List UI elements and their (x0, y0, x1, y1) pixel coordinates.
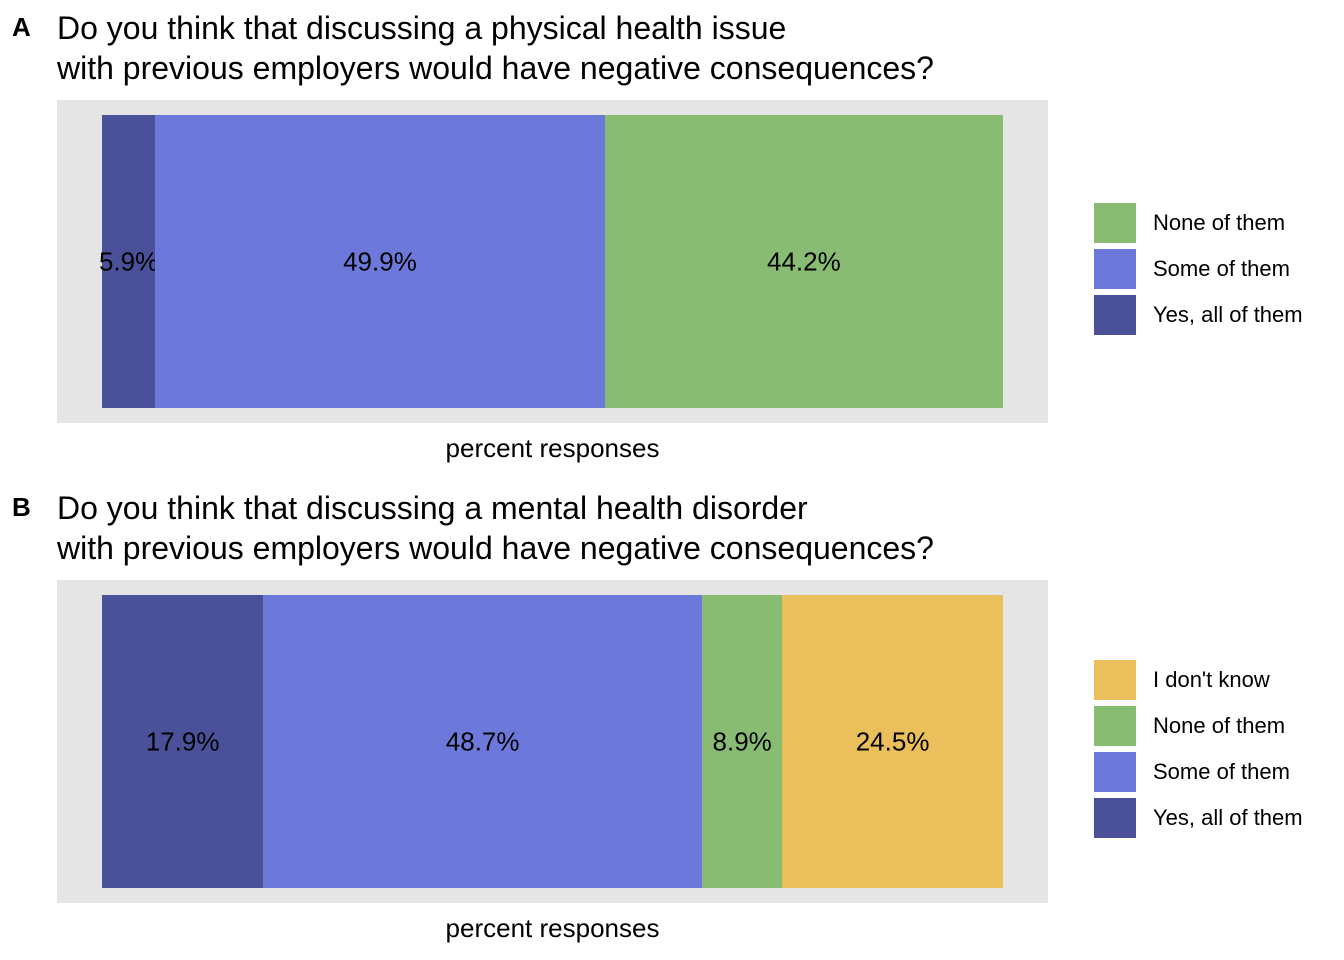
bar-segment-yes-all-of-them: 17.9% (102, 595, 264, 888)
legend-label: I don't know (1153, 667, 1270, 692)
legend-item: I don't know (1093, 657, 1303, 703)
legend-label: Some of them (1153, 759, 1290, 784)
data-label: 44.2% (766, 246, 841, 276)
panel-tag: B (12, 492, 31, 522)
plot-area: 17.9% 48.7% 8.9% 24.5% (57, 580, 1048, 903)
chart-title: Do you think that discussing a mental he… (57, 488, 934, 568)
legend-swatch (1093, 202, 1137, 244)
x-axis-label: percent responses (445, 913, 660, 943)
legend: None of them Some of them Yes, all of them (1093, 200, 1303, 338)
legend-swatch (1093, 659, 1137, 701)
legend-label: Yes, all of them (1153, 302, 1303, 327)
data-label: 49.9% (343, 246, 417, 276)
legend-item: None of them (1093, 703, 1303, 749)
chart-title: Do you think that discussing a physical … (57, 8, 934, 88)
bar-segment-none-of-them: 8.9% (702, 595, 783, 888)
legend-label: Some of them (1153, 256, 1290, 281)
legend-swatch (1093, 797, 1137, 839)
chart-title-line-2: with previous employers would have negat… (57, 50, 934, 86)
bar-segment-i-don-t-know: 24.5% (782, 595, 1003, 888)
chart-title-line-2: with previous employers would have negat… (57, 530, 934, 566)
stacked-bar: 5.9% 49.9% 44.2% (98, 115, 1003, 408)
legend-label: None of them (1153, 713, 1286, 738)
legend-swatch (1093, 751, 1137, 793)
stacked-bar: 17.9% 48.7% 8.9% 24.5% (102, 595, 1003, 888)
data-label: 8.9% (712, 726, 772, 756)
panel-tag: A (12, 12, 31, 42)
plot-area: 5.9% 49.9% 44.2% (57, 100, 1048, 423)
legend-label: None of them (1153, 210, 1286, 235)
legend: I don't know None of them Some of them Yes,… (1093, 657, 1303, 841)
legend-item: Yes, all of them (1093, 795, 1303, 841)
legend-swatch (1093, 294, 1137, 336)
legend-item: Some of them (1093, 246, 1303, 292)
legend-item: Some of them (1093, 749, 1303, 795)
legend-swatch (1093, 248, 1137, 290)
data-label: 17.9% (145, 726, 220, 756)
legend-swatch (1093, 705, 1137, 747)
chart-title-line-1: Do you think that discussing a physical … (57, 10, 787, 46)
legend-item: None of them (1093, 200, 1303, 246)
legend-item: Yes, all of them (1093, 292, 1303, 338)
bar-segment-some-of-them: 49.9% (155, 115, 605, 408)
data-label: 24.5% (855, 726, 930, 756)
chart-title-line-1: Do you think that discussing a mental he… (57, 490, 808, 526)
bar-segment-some-of-them: 48.7% (263, 595, 703, 888)
data-label: 5.9% (98, 246, 159, 276)
data-label: 48.7% (445, 726, 520, 756)
legend-label: Yes, all of them (1153, 805, 1303, 830)
bar-segment-yes-all-of-them: 5.9% (98, 115, 159, 408)
x-axis-label: percent responses (445, 433, 660, 463)
bar-segment-none-of-them: 44.2% (604, 115, 1003, 408)
